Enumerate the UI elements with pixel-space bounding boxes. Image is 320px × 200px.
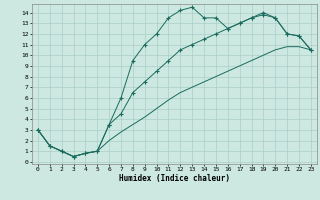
X-axis label: Humidex (Indice chaleur): Humidex (Indice chaleur) bbox=[119, 174, 230, 183]
